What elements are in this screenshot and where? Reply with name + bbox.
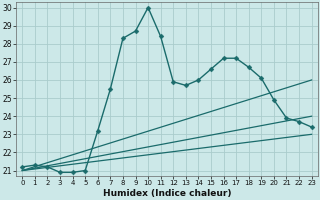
X-axis label: Humidex (Indice chaleur): Humidex (Indice chaleur) <box>103 189 231 198</box>
